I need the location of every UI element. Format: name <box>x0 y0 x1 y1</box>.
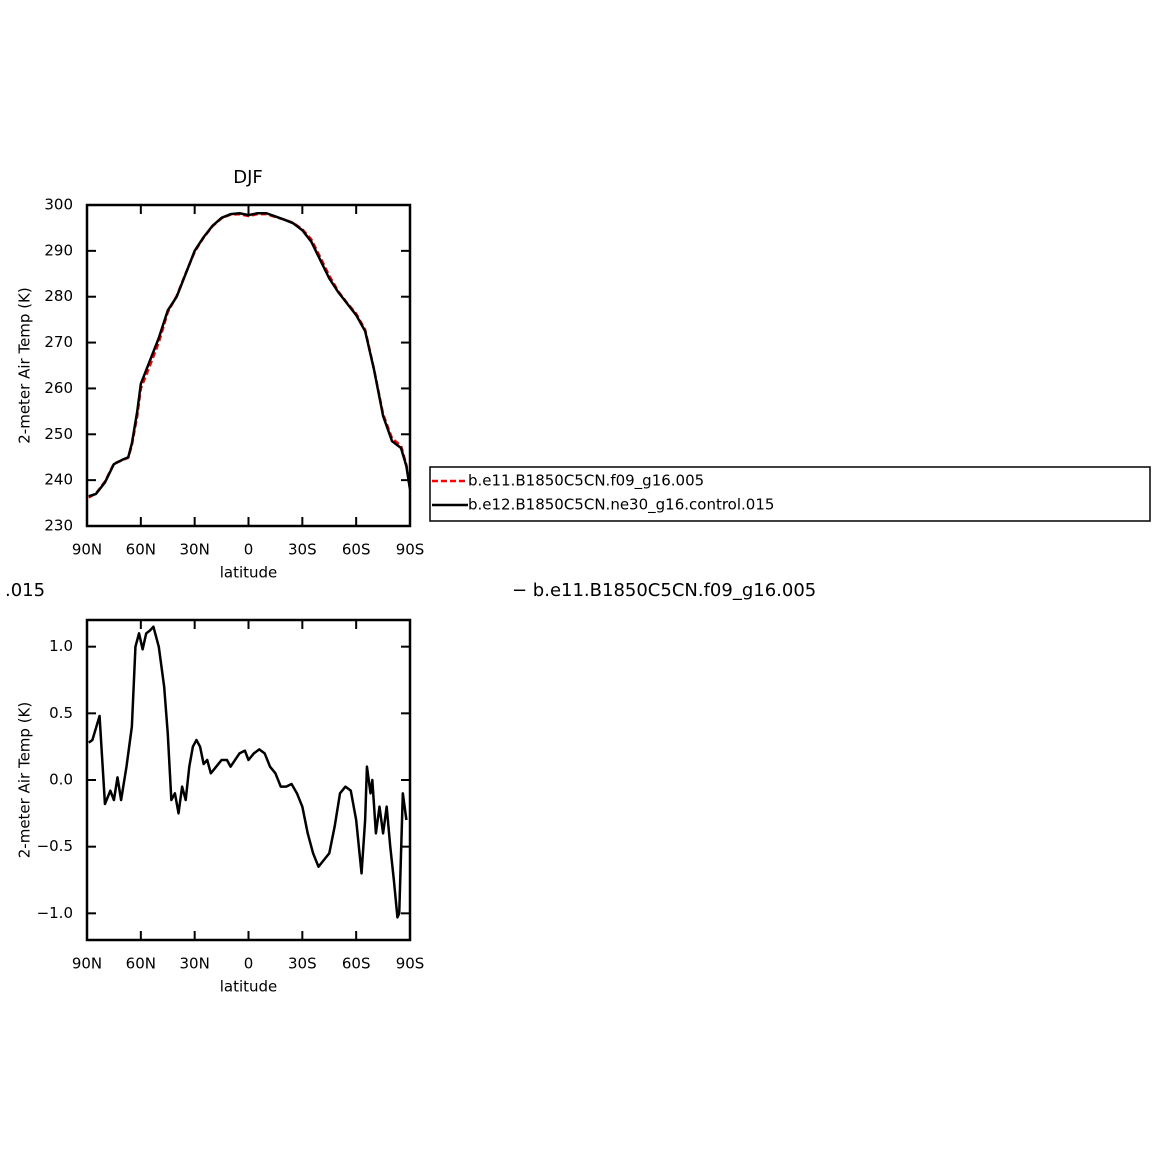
x-tick-label: 90N <box>72 955 102 973</box>
y-tick-label: 230 <box>44 517 73 535</box>
y-tick-label: 260 <box>44 379 73 397</box>
x-tick-label: 30N <box>180 955 210 973</box>
chart-title: DJF <box>233 167 263 188</box>
y-tick-label: 0.0 <box>49 771 73 789</box>
x-axis-label: latitude <box>220 978 278 996</box>
legend-label: b.e11.B1850C5CN.f09_g16.005 <box>468 472 704 491</box>
x-tick-label: 0 <box>244 541 254 559</box>
y-tick-label: 1.0 <box>49 637 73 655</box>
data-line <box>88 212 412 498</box>
y-tick-label: 270 <box>44 333 73 351</box>
y-tick-label: −0.5 <box>37 837 73 855</box>
x-axis-label: latitude <box>220 564 278 582</box>
y-tick-label: 250 <box>44 425 73 443</box>
data-line <box>88 212 412 499</box>
x-tick-label: 60N <box>126 955 156 973</box>
right-string: − b.e11.B1850C5CN.f09_g16.005 <box>512 580 816 601</box>
x-tick-label: 60S <box>342 955 371 973</box>
x-tick-label: 30N <box>180 541 210 559</box>
y-tick-label: 280 <box>44 287 73 305</box>
x-tick-label: 0 <box>244 955 254 973</box>
x-tick-label: 90S <box>396 955 425 973</box>
plot-frame <box>85 618 412 942</box>
y-tick-label: 300 <box>44 196 73 214</box>
y-tick-label: −1.0 <box>37 904 73 922</box>
legend-box <box>429 466 1151 522</box>
data-line <box>88 625 408 919</box>
y-tick-label: 240 <box>44 471 73 489</box>
x-tick-label: 30S <box>288 541 317 559</box>
x-tick-label: 90S <box>396 541 425 559</box>
legend-label: b.e12.B1850C5CN.ne30_g16.control.015 <box>468 496 774 515</box>
x-tick-label: 90N <box>72 541 102 559</box>
y-axis-label: 2-meter Air Temp (K) <box>16 287 34 444</box>
plot-frame <box>85 203 412 528</box>
y-axis-label: 2-meter Air Temp (K) <box>16 702 34 859</box>
left-string: .015 <box>5 580 45 601</box>
x-tick-label: 60S <box>342 541 371 559</box>
y-tick-label: 290 <box>44 241 73 259</box>
x-tick-label: 60N <box>126 541 156 559</box>
y-tick-label: 0.5 <box>49 704 73 722</box>
x-tick-label: 30S <box>288 955 317 973</box>
